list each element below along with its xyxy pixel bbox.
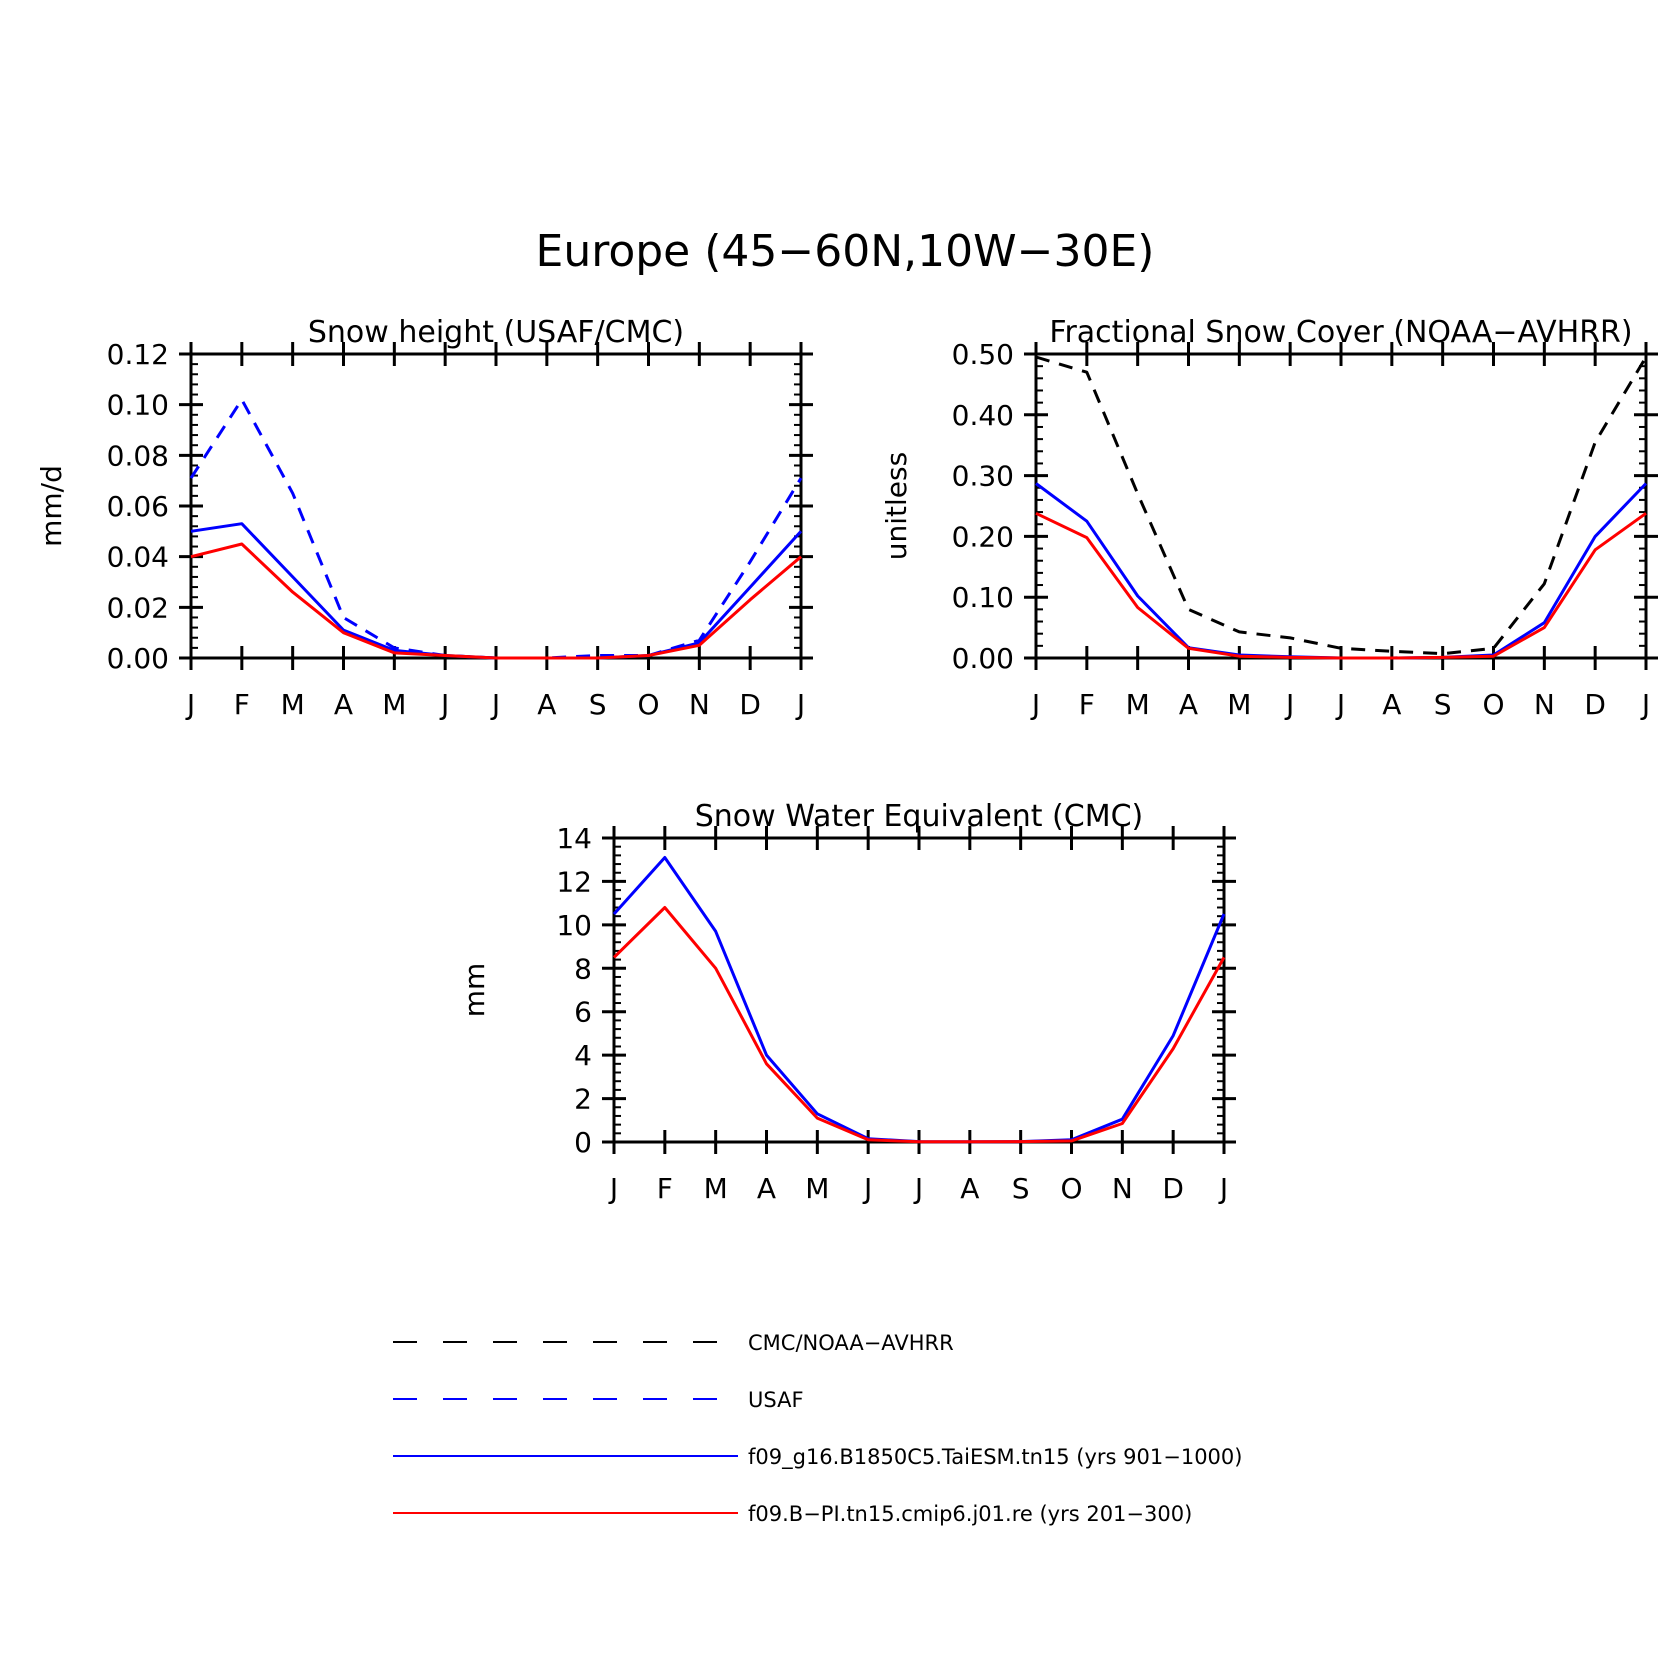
- x-tick-label: F: [1079, 688, 1095, 721]
- x-tick-label: A: [537, 688, 556, 721]
- x-tick-label: J: [439, 688, 449, 721]
- plot-frame: [189, 352, 803, 660]
- series-line-2: [1035, 482, 1648, 660]
- x-tick-label: M: [382, 688, 406, 721]
- x-tick-label: J: [795, 688, 805, 721]
- x-tick-label: M: [704, 1172, 728, 1205]
- x-tick-label: N: [1534, 688, 1555, 721]
- chart-panel-2: Fractional Snow Cover (NOAA−AVHRR)unitle…: [880, 315, 1658, 721]
- x-tick-label: N: [689, 688, 710, 721]
- x-tick-label: F: [234, 688, 250, 721]
- y-tick-label: 0.00: [107, 642, 169, 675]
- x-tick-label: D: [1162, 1172, 1184, 1205]
- y-tick-label: 8: [574, 952, 592, 985]
- y-axis-label: mm/d: [35, 465, 68, 547]
- y-tick-label: 14: [556, 822, 592, 855]
- y-axis-label: mm: [458, 963, 491, 1018]
- y-tick-label: 0.00: [952, 642, 1014, 675]
- y-tick-label: 0.12: [107, 338, 169, 371]
- legend-item: f09.B−PI.tn15.cmip6.j01.re (yrs 201−300): [393, 1502, 1192, 1526]
- y-tick-label: 6: [574, 996, 592, 1029]
- x-tick-label: N: [1112, 1172, 1133, 1205]
- y-tick-label: 12: [556, 865, 592, 898]
- x-tick-label: J: [490, 688, 500, 721]
- x-tick-label: M: [1227, 688, 1251, 721]
- x-tick-label: A: [757, 1172, 776, 1205]
- y-tick-label: 0.40: [952, 399, 1014, 432]
- x-tick-label: S: [1012, 1172, 1030, 1205]
- legend-item: USAF: [393, 1388, 804, 1412]
- series-line-2: [189, 398, 803, 660]
- chart-panel-3: Snow Water Equivalent (CMC)mmJ F M A M J J A S O N…: [458, 799, 1236, 1205]
- y-tick-label: 0.10: [952, 581, 1014, 614]
- chart-panel-1: Snow height (USAF/CMC)mm/dJ F M A M J J A S O N D J0…: [35, 315, 813, 721]
- legend-item: CMC/NOAA−AVHRR: [393, 1331, 954, 1355]
- y-tick-label: 0.02: [107, 591, 169, 624]
- x-tick-label: J: [1218, 1172, 1228, 1205]
- x-tick-label: J: [862, 1172, 872, 1205]
- legend-label: f09.B−PI.tn15.cmip6.j01.re (yrs 201−300): [748, 1502, 1192, 1526]
- y-axis-label: unitless: [880, 452, 913, 560]
- y-tick-label: 0.20: [952, 520, 1014, 553]
- x-tick-label: O: [637, 688, 659, 721]
- x-tick-label: M: [1126, 688, 1150, 721]
- x-tick-label: J: [1030, 688, 1040, 721]
- x-tick-label: D: [739, 688, 761, 721]
- x-tick-label: J: [1284, 688, 1294, 721]
- x-tick-label: A: [1382, 688, 1401, 721]
- x-tick-label: O: [1482, 688, 1504, 721]
- x-tick-label: A: [1179, 688, 1198, 721]
- x-tick-label: O: [1060, 1172, 1082, 1205]
- legend-label: f09_g16.B1850C5.TaiESM.tn15 (yrs 901−100…: [748, 1445, 1242, 1470]
- y-tick-label: 0.30: [952, 460, 1014, 493]
- x-tick-label: A: [334, 688, 353, 721]
- x-tick-label: D: [1584, 688, 1606, 721]
- series-line-1: [612, 856, 1226, 1144]
- x-tick-label: A: [960, 1172, 979, 1205]
- x-tick-label: J: [1335, 688, 1345, 721]
- series-line-3: [1035, 511, 1647, 660]
- plot-frame: [612, 836, 1226, 1144]
- y-tick-label: 0.08: [107, 439, 169, 472]
- legend: CMC/NOAA−AVHRR USAF f09_g16.B1850C5.TaiESM…: [393, 1331, 1242, 1526]
- x-tick-label: S: [1434, 688, 1452, 721]
- y-tick-label: 0.10: [107, 389, 169, 422]
- y-tick-label: 0.50: [952, 338, 1014, 371]
- series-line-2: [612, 906, 1226, 1144]
- x-tick-label: M: [281, 688, 305, 721]
- legend-label: USAF: [748, 1388, 804, 1412]
- x-tick-label: F: [657, 1172, 673, 1205]
- x-tick-label: M: [805, 1172, 829, 1205]
- figure-title: Europe (45−60N,10W−30E): [536, 226, 1155, 277]
- x-tick-label: J: [608, 1172, 618, 1205]
- y-tick-label: 10: [556, 909, 592, 942]
- chart-panels: Snow height (USAF/CMC)mm/dJ F M A M J J A S O N D J0…: [35, 315, 1658, 1205]
- y-tick-label: 4: [574, 1039, 592, 1072]
- x-tick-label: J: [1640, 688, 1650, 721]
- y-tick-label: 2: [574, 1083, 592, 1116]
- legend-label: CMC/NOAA−AVHRR: [748, 1331, 954, 1355]
- y-tick-label: 0.06: [107, 490, 169, 523]
- x-tick-label: J: [913, 1172, 923, 1205]
- legend-item: f09_g16.B1850C5.TaiESM.tn15 (yrs 901−100…: [393, 1445, 1242, 1470]
- series-line-1: [1035, 355, 1648, 656]
- series-line-4: [190, 542, 802, 660]
- x-tick-label: J: [185, 688, 195, 721]
- x-tick-label: S: [589, 688, 607, 721]
- y-tick-label: 0: [574, 1126, 592, 1159]
- y-tick-label: 0.04: [107, 541, 169, 574]
